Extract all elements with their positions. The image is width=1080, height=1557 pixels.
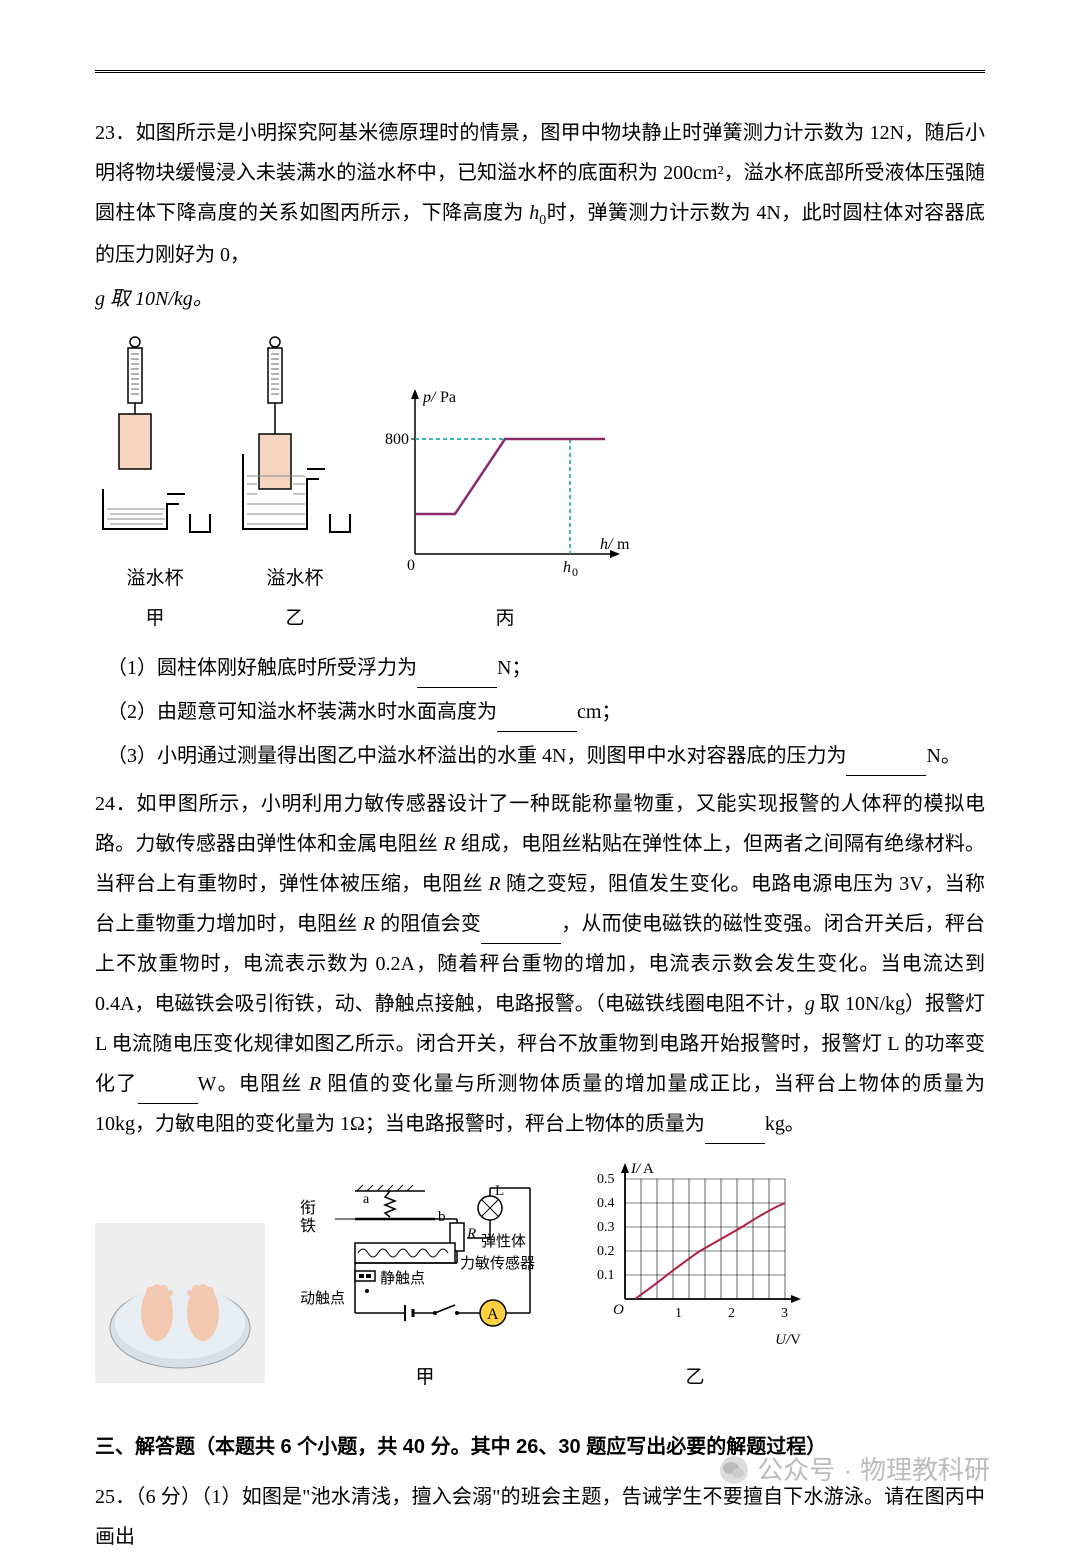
q24-blank-2[interactable] [138,1080,198,1104]
watermark-sep: · [843,1444,852,1496]
q23-sub1-b: N； [497,657,531,679]
watermark: 公众号 · 物理教科研 [719,1444,990,1496]
svg-text:铁: 铁 [300,1217,316,1235]
svg-text:a: a [363,1192,370,1207]
svg-text:1: 1 [675,1306,682,1321]
q24-R3: R [363,913,375,935]
q24-photo [95,1223,265,1397]
svg-text:动触点: 动触点 [300,1290,345,1307]
svg-text:800: 800 [385,431,409,448]
q24-t4: 的阻值会变 [375,913,481,935]
q23-g-text: g 取 10N/kg。 [95,288,213,310]
q24-t9: kg。 [765,1113,805,1135]
q24-yi-label: 乙 [585,1359,805,1397]
q23-fig-bing: 800 p/ Pa h/ m 0 h 0 丙 [375,384,635,638]
svg-text:h/: h/ [600,536,614,553]
q23-fig-yi: 溢水杯 乙 [235,334,355,638]
svg-text:0.5: 0.5 [597,1172,615,1187]
q23-h0-h: h [529,202,539,224]
watermark-prefix: 公众号 [757,1444,835,1496]
q23-bing-label: 丙 [375,600,635,638]
svg-text:A: A [487,1306,499,1323]
question-23: 23．如图所示是小明探究阿基米德原理时的情景，图甲中物块静止时弹簧测力计示数为 … [95,113,985,319]
svg-text:L: L [495,1183,504,1199]
q23-yi-label: 乙 [235,600,355,638]
q24-g: g [805,993,815,1015]
q24-blank-3[interactable] [705,1120,765,1144]
q23-jia-yishui: 溢水杯 [126,568,183,589]
q24-blank-1[interactable] [481,920,561,944]
svg-text:I/: I/ [630,1161,642,1177]
svg-text:b: b [438,1209,446,1225]
q23-blank-1[interactable] [417,664,497,688]
q23-jia-label: 甲 [95,600,215,638]
watermark-name: 物理教科研 [860,1444,990,1496]
svg-text:h: h [563,559,571,576]
q23-blank-2[interactable] [497,708,577,732]
q24-figures: a b 衔 铁 L R 弹性体 力敏传感器 静触点 动触点 [95,1159,985,1397]
q23-yi-yishui: 溢水杯 [266,568,323,589]
svg-text:2: 2 [728,1306,735,1321]
q23-fig-jia: 溢水杯 甲 [95,334,215,638]
q24-t7: W。电阻丝 [198,1073,309,1095]
q24-circuit: a b 衔 铁 L R 弹性体 力敏传感器 静触点 动触点 [295,1183,555,1397]
svg-text:静触点: 静触点 [380,1270,425,1287]
wechat-icon [719,1455,749,1485]
svg-text:m: m [617,536,630,553]
header-divider [95,70,985,73]
q23-sub3-b: N。 [926,745,960,767]
svg-text:3: 3 [781,1306,788,1321]
svg-text:0.2: 0.2 [597,1244,615,1259]
svg-text:0.3: 0.3 [597,1220,615,1235]
svg-text:力敏传感器: 力敏传感器 [460,1255,535,1272]
svg-text:0.4: 0.4 [597,1196,615,1211]
svg-text:0: 0 [572,565,578,579]
q24-chart: 0.5 0.4 0.3 0.2 0.1 1 2 3 O I/ A U/V 乙 [585,1159,805,1397]
q23-blank-3[interactable] [846,752,926,776]
q23-sub1-a: （1）圆柱体刚好触底时所受浮力为 [107,657,417,679]
svg-text:0: 0 [407,557,415,574]
q24-R2: R [488,873,500,895]
q23-figures: 溢水杯 甲 [95,334,985,638]
q23-subquestions: （1）圆柱体刚好触底时所受浮力为 N； （2）由题意可知溢水杯装满水时水面高度为 c… [95,648,985,776]
svg-text:0.1: 0.1 [597,1268,615,1283]
svg-text:p/: p/ [422,389,437,406]
q24-R1: R [443,833,455,855]
q23-sub3-a: （3）小明通过测量得出图乙中溢水杯溢出的水重 4N，则图甲中水对容器底的压力为 [107,745,846,767]
svg-text:O: O [613,1302,624,1318]
q23-sub2-b: cm； [577,701,621,723]
q24-R4: R [309,1073,321,1095]
question-24: 24．如甲图所示，小明利用力敏传感器设计了一种既能称量物重，又能实现报警的人体秤… [95,784,985,1144]
svg-text:衔: 衔 [300,1199,316,1217]
svg-text:A: A [643,1161,654,1177]
q24-jia-label: 甲 [295,1359,555,1397]
q23-sub2-a: （2）由题意可知溢水杯装满水时水面高度为 [107,701,497,723]
svg-text:弹性体: 弹性体 [481,1233,526,1250]
svg-text:R: R [466,1226,476,1242]
svg-text:Pa: Pa [440,389,456,406]
